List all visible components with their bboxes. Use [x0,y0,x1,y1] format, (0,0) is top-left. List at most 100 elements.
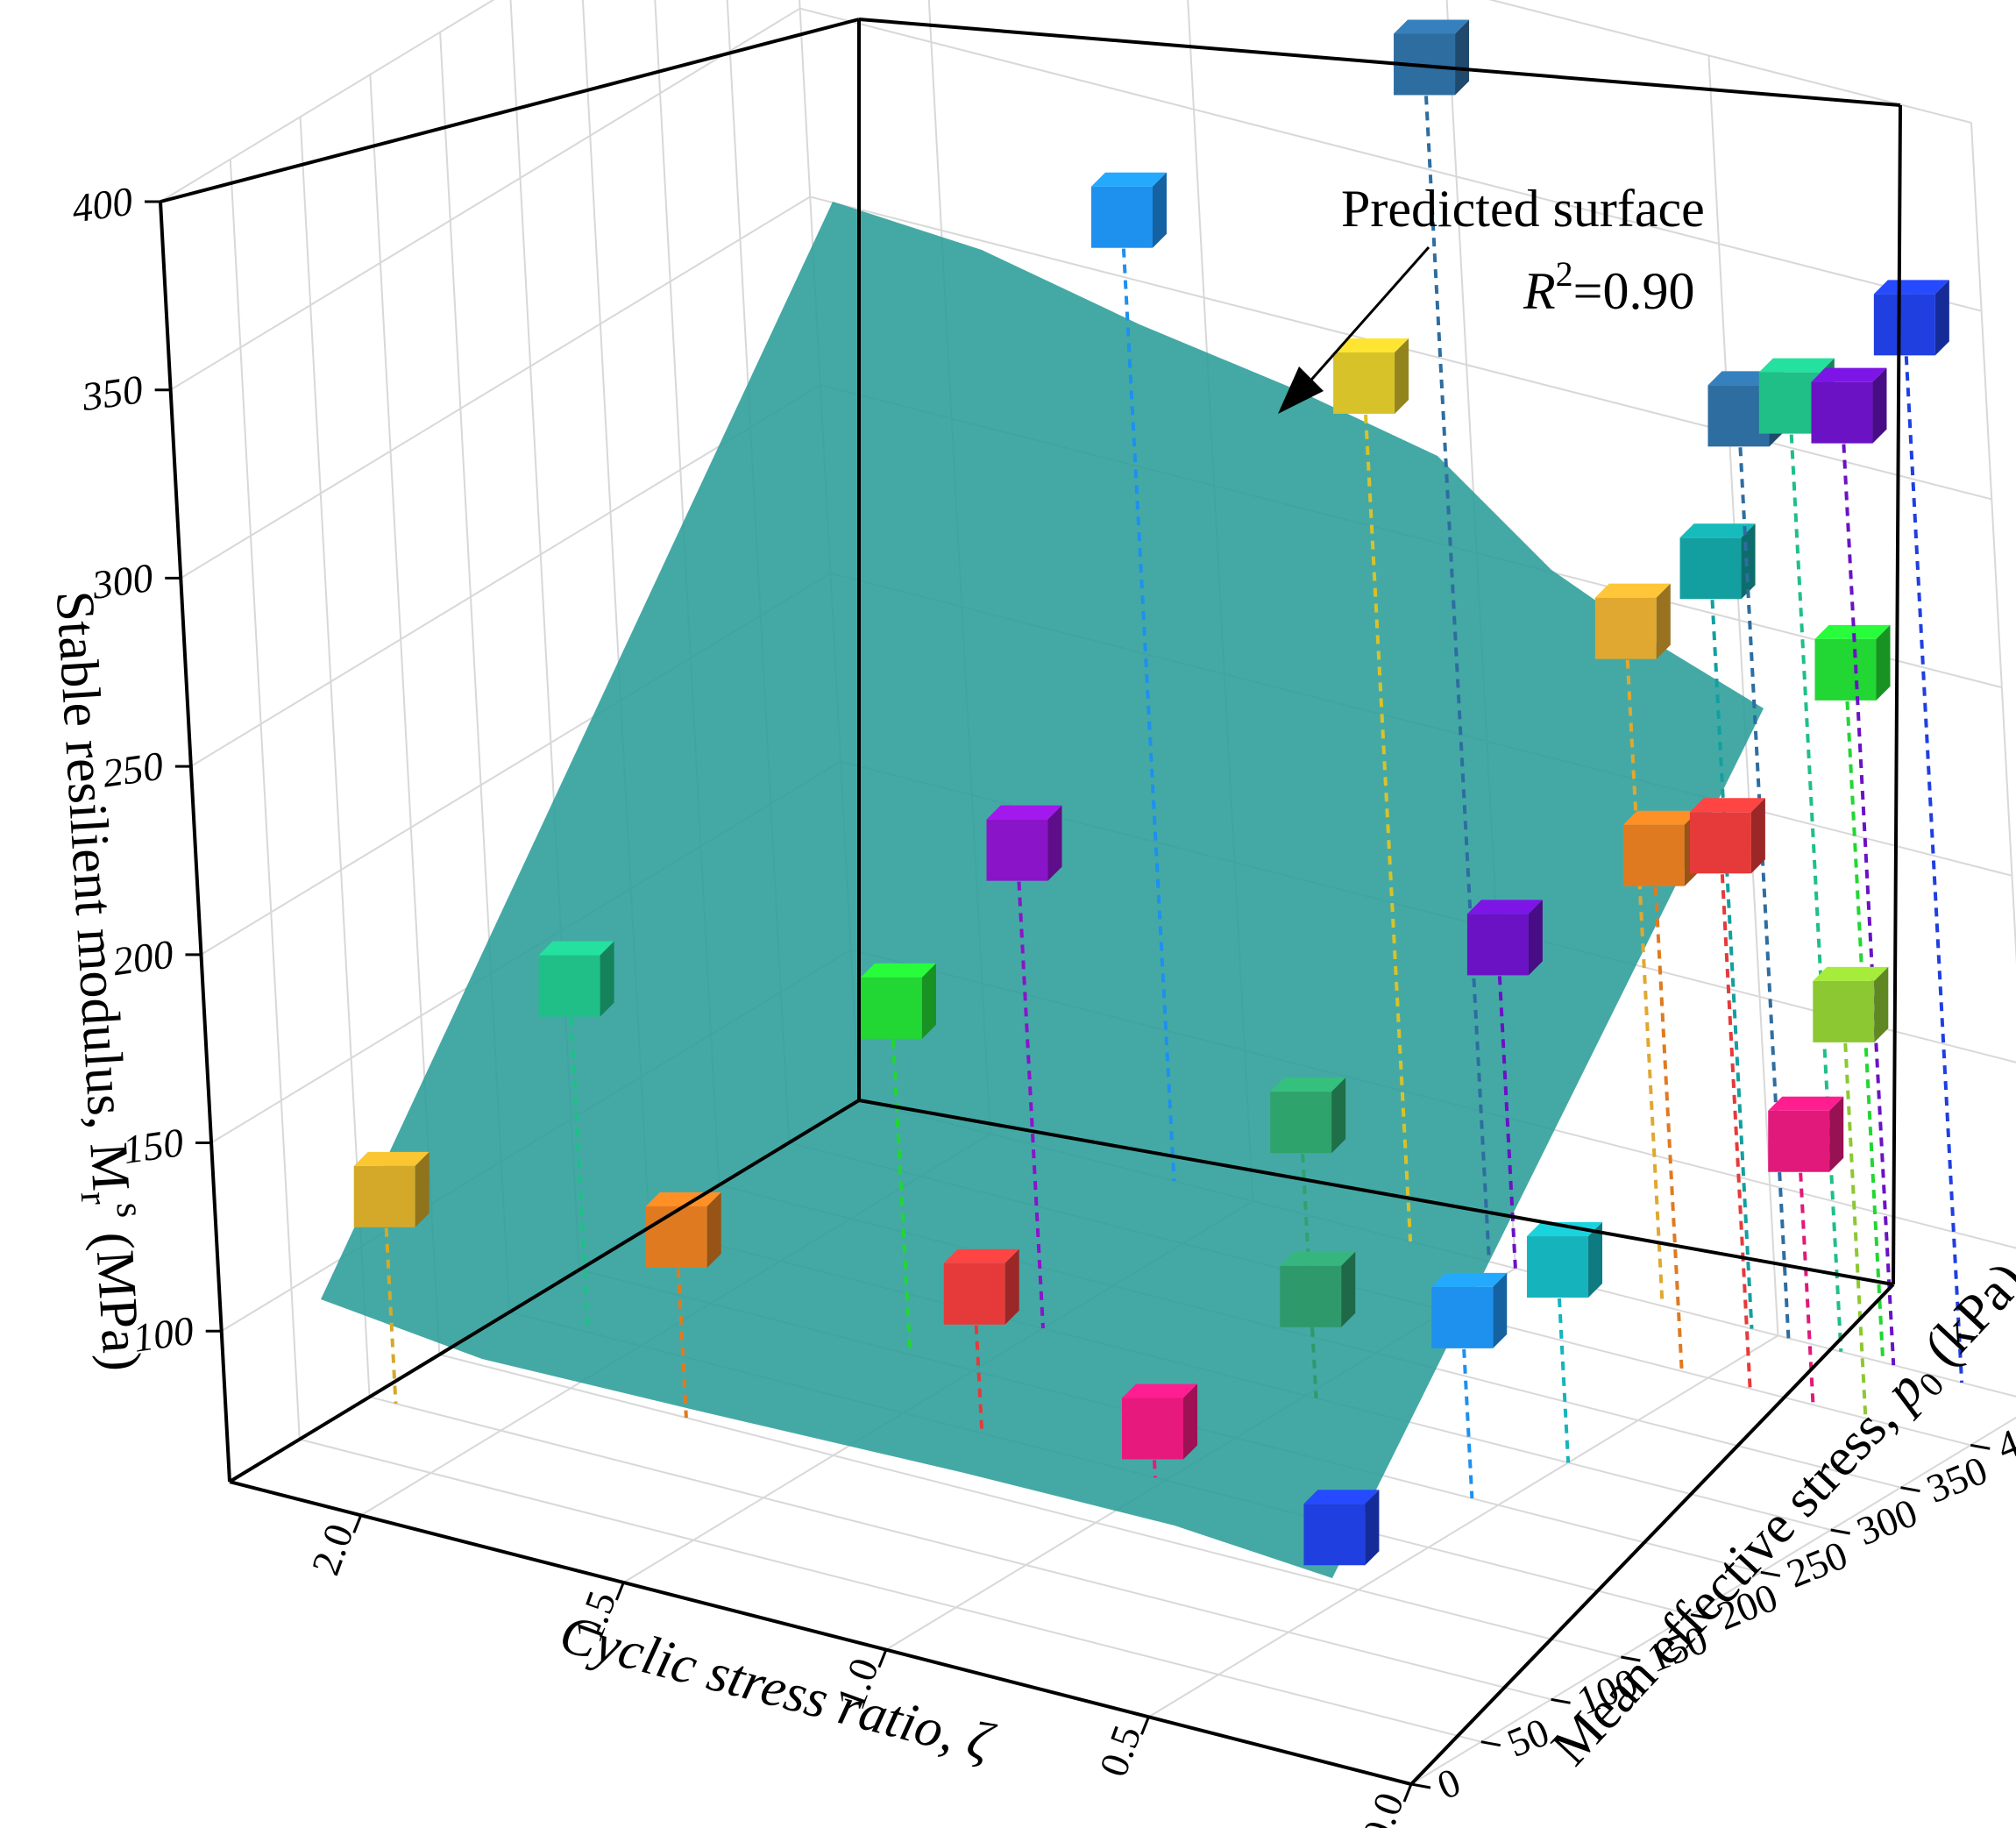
grid-z-back [1487,0,1972,124]
cube-front [1622,824,1685,886]
z-axis-title-text: Stable resilient modulus, M [45,589,141,1192]
top-back-edge [858,18,1901,107]
cube-side [1047,805,1062,881]
z-tick-label: 150 [120,1120,186,1172]
x-tick [614,1582,625,1601]
cube-top [1622,810,1699,825]
drop-line [1842,1011,1868,1419]
drop-line [1362,382,1413,1242]
data-point-cube [1303,1490,1380,1566]
y-tick [1480,1740,1501,1747]
y-tick-label: 0 [1431,1759,1466,1808]
cube-side [1152,172,1167,248]
x-tick [1140,1716,1150,1735]
cube-top [1090,172,1167,187]
grid-zeta-back [1707,55,1779,1336]
cube-side [921,963,936,1039]
cube-top [1280,1251,1356,1266]
cube-top [1873,280,1949,295]
cube-front [353,1165,415,1227]
annotation-arrowhead [1278,366,1324,414]
drop-line [1119,217,1176,1182]
annotation-arrow-line [1304,246,1430,387]
cube-side [1588,1222,1603,1298]
y-tick [1410,1782,1431,1789]
drop-line [1736,416,1791,1339]
cube-front [1333,352,1395,414]
cube-front [1280,1265,1342,1327]
cube-side [1528,900,1543,976]
y-tick-label: 400 [1991,1405,2016,1469]
floor-left-edge [228,1099,861,1483]
cube-side [1331,1078,1346,1154]
drop-line [1623,628,1665,1306]
axes [159,18,1902,1786]
cube-front [1431,1286,1494,1348]
cube-front [1811,381,1873,444]
surface-label: Predicted surface [1341,180,1705,238]
data-point-cube [1594,583,1671,659]
data-point-cube [1270,1078,1346,1154]
cube-side [1182,1383,1197,1460]
z-axis-title-sup: s [109,1201,153,1219]
y-tick [1690,1613,1711,1620]
data-point-cube [1090,172,1167,248]
drop-line [1015,850,1045,1329]
z-axis-line [159,201,231,1483]
cube-top [1811,367,1887,382]
cube-side [1750,798,1765,874]
cube-front [1689,812,1751,874]
data-point-cube [1689,798,1765,874]
cube-front [1594,597,1657,659]
drop-line [1843,669,1885,1363]
data-point-cube [1873,280,1949,356]
cube-side [1004,1248,1019,1325]
grid-z-left [160,0,495,203]
cube-front [1270,1092,1332,1154]
cube-front [538,955,600,1017]
r-squared-r: R [1523,262,1556,320]
cube-front [1466,914,1529,976]
cube-top [353,1151,429,1166]
drop-line [1902,324,1964,1383]
y-tick [1970,1443,1991,1450]
cube-side [1455,19,1470,96]
z-axis-title-sub: r [73,1191,117,1206]
cube-front [986,819,1048,881]
x-axis-title: Cyclic stress ratio, ζ [554,1604,1001,1773]
cube-top [1394,19,1470,34]
cube-top [1527,1222,1603,1237]
drop-line [889,1007,912,1355]
data-point-cube [1813,966,1889,1042]
grid-p0-floor [299,1438,1482,1743]
data-point-cube [1466,900,1543,976]
cube-top [1689,798,1765,813]
x-axis-line [229,1480,1412,1786]
z-tick-label: 300 [89,555,155,608]
x-tick [877,1649,888,1668]
cube-top [1466,900,1543,914]
r-squared-label: R2=0.90 [1523,254,1695,320]
cube-top [1121,1383,1197,1398]
drop-line [382,1196,398,1405]
cube-top [1768,1096,1844,1111]
cube-top [860,963,936,978]
drop-line [1787,402,1843,1352]
cube-side [1872,367,1887,444]
grid-z-left [170,7,801,391]
grid-z-left [180,196,811,580]
data-point-cube [1768,1096,1844,1172]
grid-zeta-floor [1147,1334,1778,1718]
data-point-cube [1394,19,1470,96]
y-axis-line [1409,1283,1895,1786]
data-point-cube [986,805,1062,881]
drop-line [567,985,590,1333]
predicted-surface [321,202,1764,1578]
y-tick-label: 350 [1920,1447,1993,1511]
data-point-cube [1622,810,1699,886]
drop-line [1556,1266,1571,1463]
cube-side [1493,1272,1508,1348]
cube-side [706,1191,721,1268]
grid-p0-floor [439,1354,1622,1658]
